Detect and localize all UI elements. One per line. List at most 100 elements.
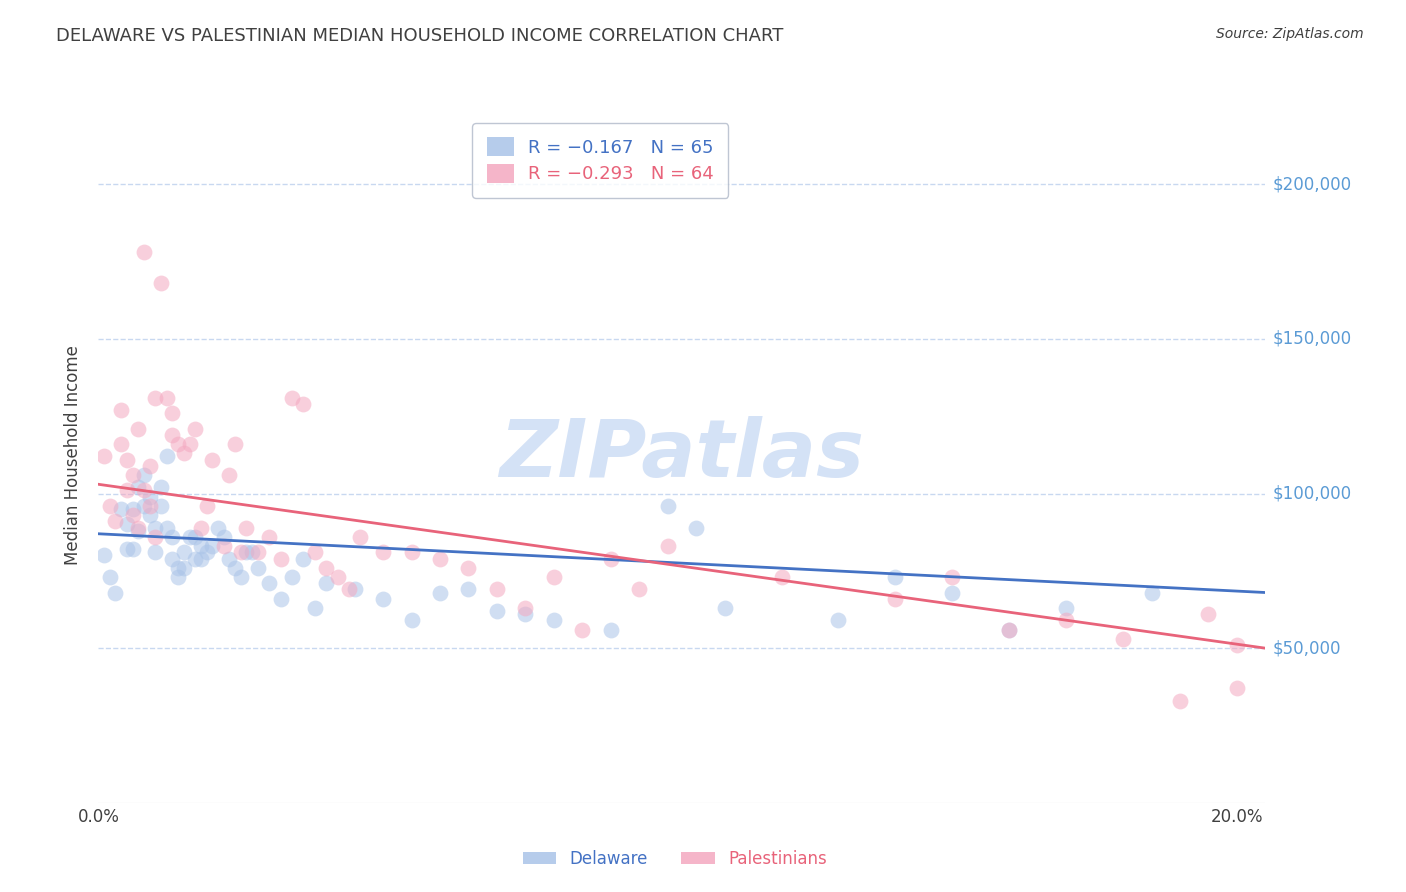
- Point: [998, 623, 1021, 637]
- Legend: R = −0.167   N = 65, R = −0.293   N = 64: R = −0.167 N = 65, R = −0.293 N = 64: [472, 123, 728, 198]
- Text: $100,000: $100,000: [1272, 484, 1351, 502]
- Point: [179, 530, 201, 544]
- Point: [1140, 585, 1163, 599]
- Point: [281, 570, 304, 584]
- Point: [143, 520, 166, 534]
- Point: [162, 530, 184, 544]
- Point: [121, 468, 143, 483]
- Text: $150,000: $150,000: [1272, 330, 1351, 348]
- Point: [98, 570, 121, 584]
- Text: DELAWARE VS PALESTINIAN MEDIAN HOUSEHOLD INCOME CORRELATION CHART: DELAWARE VS PALESTINIAN MEDIAN HOUSEHOLD…: [56, 27, 783, 45]
- Point: [184, 422, 207, 436]
- Point: [201, 539, 224, 553]
- Point: [110, 403, 132, 417]
- Point: [371, 545, 394, 559]
- Point: [218, 468, 240, 483]
- Point: [184, 530, 207, 544]
- Text: $200,000: $200,000: [1272, 176, 1351, 194]
- Point: [156, 520, 179, 534]
- Point: [485, 604, 508, 618]
- Point: [257, 530, 280, 544]
- Point: [515, 607, 537, 622]
- Point: [941, 585, 963, 599]
- Point: [240, 545, 263, 559]
- Point: [246, 545, 269, 559]
- Point: [195, 499, 218, 513]
- Point: [132, 468, 155, 483]
- Point: [941, 570, 963, 584]
- Point: [543, 613, 565, 627]
- Point: [201, 452, 224, 467]
- Point: [150, 277, 173, 291]
- Point: [138, 490, 160, 504]
- Point: [127, 524, 149, 538]
- Point: [657, 499, 679, 513]
- Point: [229, 545, 252, 559]
- Point: [162, 406, 184, 420]
- Point: [246, 561, 269, 575]
- Point: [343, 582, 366, 597]
- Point: [173, 446, 195, 460]
- Point: [315, 561, 337, 575]
- Point: [127, 520, 149, 534]
- Point: [173, 561, 195, 575]
- Point: [292, 551, 315, 566]
- Point: [429, 585, 451, 599]
- Point: [1226, 638, 1249, 652]
- Point: [884, 570, 907, 584]
- Point: [685, 520, 707, 534]
- Point: [457, 582, 479, 597]
- Point: [212, 530, 235, 544]
- Point: [1054, 613, 1077, 627]
- Point: [212, 539, 235, 553]
- Point: [457, 561, 479, 575]
- Point: [162, 427, 184, 442]
- Point: [827, 613, 849, 627]
- Point: [110, 437, 132, 451]
- Point: [104, 585, 127, 599]
- Point: [998, 623, 1021, 637]
- Point: [121, 542, 143, 557]
- Point: [1168, 694, 1191, 708]
- Point: [1226, 681, 1249, 696]
- Point: [98, 499, 121, 513]
- Point: [138, 458, 160, 473]
- Point: [104, 515, 127, 529]
- Point: [93, 549, 115, 563]
- Point: [401, 545, 423, 559]
- Point: [121, 508, 143, 523]
- Point: [167, 561, 190, 575]
- Point: [543, 570, 565, 584]
- Text: Source: ZipAtlas.com: Source: ZipAtlas.com: [1216, 27, 1364, 41]
- Point: [315, 576, 337, 591]
- Point: [143, 391, 166, 405]
- Point: [628, 582, 651, 597]
- Point: [162, 551, 184, 566]
- Point: [235, 520, 257, 534]
- Point: [167, 437, 190, 451]
- Point: [229, 570, 252, 584]
- Point: [115, 483, 138, 498]
- Point: [485, 582, 508, 597]
- Point: [132, 499, 155, 513]
- Text: ZIPatlas: ZIPatlas: [499, 416, 865, 494]
- Point: [257, 576, 280, 591]
- Point: [167, 570, 190, 584]
- Point: [218, 551, 240, 566]
- Point: [143, 530, 166, 544]
- Point: [326, 570, 349, 584]
- Point: [770, 570, 793, 584]
- Point: [110, 502, 132, 516]
- Point: [207, 520, 229, 534]
- Point: [132, 483, 155, 498]
- Point: [115, 517, 138, 532]
- Point: [173, 545, 195, 559]
- Point: [190, 520, 212, 534]
- Point: [143, 545, 166, 559]
- Point: [571, 623, 593, 637]
- Point: [349, 530, 371, 544]
- Point: [179, 437, 201, 451]
- Point: [1112, 632, 1135, 646]
- Point: [115, 452, 138, 467]
- Point: [224, 561, 246, 575]
